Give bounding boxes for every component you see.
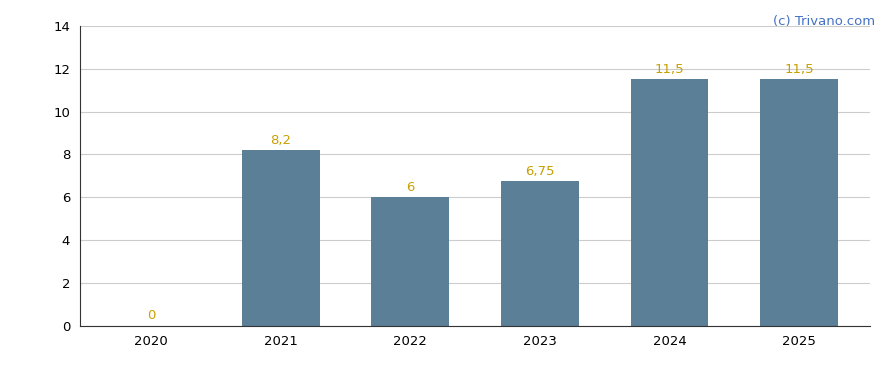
Text: 11,5: 11,5	[784, 63, 813, 76]
Text: 11,5: 11,5	[654, 63, 685, 76]
Text: (c) Trivano.com: (c) Trivano.com	[773, 15, 875, 28]
Bar	[501, 181, 579, 326]
Text: 6: 6	[406, 181, 415, 194]
Bar	[371, 197, 449, 326]
Bar	[242, 150, 320, 326]
Bar	[630, 80, 709, 326]
Text: 0: 0	[147, 309, 155, 322]
Text: 6,75: 6,75	[525, 165, 555, 178]
Bar	[760, 80, 838, 326]
Text: 8,2: 8,2	[270, 134, 291, 147]
